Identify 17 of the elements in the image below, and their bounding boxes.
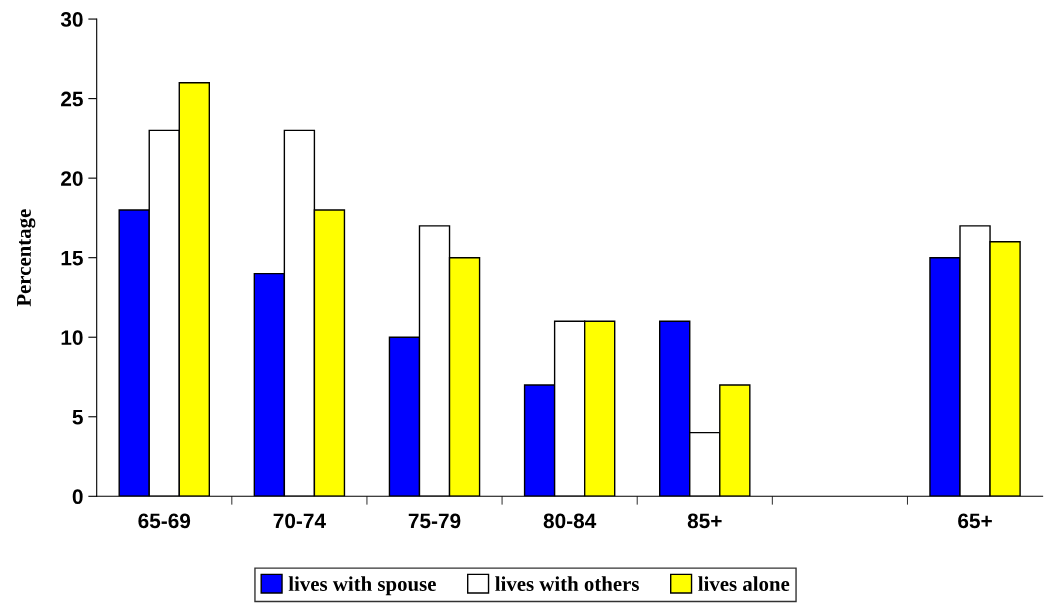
legend-label: lives with spouse <box>288 576 436 596</box>
x-tick-label: 65-69 <box>138 513 191 529</box>
y-tick-label: 0 <box>72 489 83 505</box>
legend-label: lives alone <box>698 576 790 592</box>
x-tick-label: 65+ <box>958 513 992 529</box>
y-tick-label: 10 <box>61 330 83 345</box>
y-axis-title: Percentage <box>17 209 36 307</box>
y-tick-label: 5 <box>72 409 83 425</box>
x-tick-label: 70-74 <box>273 513 326 529</box>
y-tick-label: 30 <box>60 12 83 27</box>
x-tick-label: 85+ <box>687 513 722 529</box>
y-tick-label: 20 <box>61 171 83 186</box>
legend-label: lives with others <box>495 576 639 592</box>
x-tick-label: 75-79 <box>408 513 461 529</box>
y-tick-label: 15 <box>61 250 83 266</box>
x-tick-label: 80-84 <box>543 513 597 529</box>
y-tick-label: 25 <box>61 91 83 107</box>
